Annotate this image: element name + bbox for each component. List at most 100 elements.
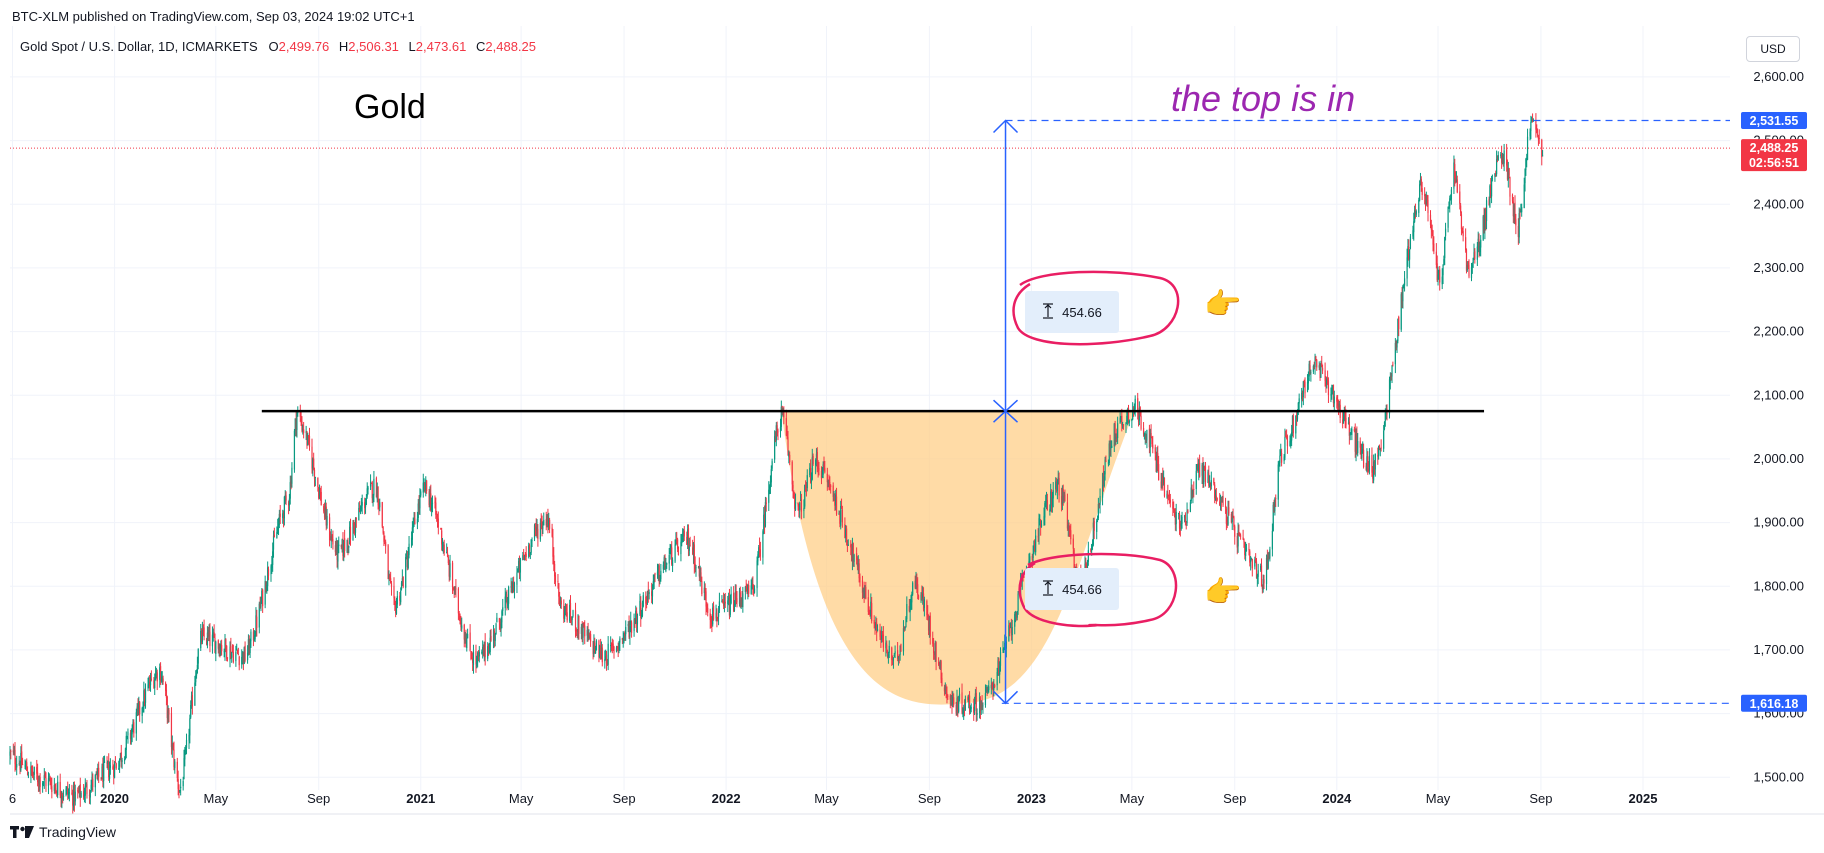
candle-body bbox=[1531, 118, 1534, 122]
candle-body bbox=[1046, 499, 1048, 511]
candle-body bbox=[741, 599, 743, 606]
candle-body bbox=[282, 513, 284, 519]
candle-body bbox=[1181, 516, 1183, 524]
candle-body bbox=[1314, 356, 1316, 368]
candle-body bbox=[578, 615, 580, 634]
candle-body bbox=[26, 762, 28, 771]
candle-body bbox=[1142, 427, 1145, 435]
candle-body bbox=[194, 682, 196, 706]
candle-body bbox=[1495, 158, 1498, 175]
currency-button[interactable]: USD bbox=[1746, 36, 1800, 62]
candle-body bbox=[44, 773, 46, 779]
candle-body bbox=[50, 779, 52, 787]
candle-body bbox=[1511, 194, 1514, 202]
candle-body bbox=[830, 485, 832, 487]
candle-body bbox=[1309, 365, 1311, 375]
candle-body bbox=[1541, 139, 1543, 158]
candle-body bbox=[97, 767, 99, 775]
candle-body bbox=[101, 766, 103, 780]
candle-body bbox=[49, 778, 51, 780]
candle-body bbox=[750, 585, 752, 594]
candle-body bbox=[1389, 376, 1391, 382]
candle-body bbox=[360, 506, 362, 510]
candle-body bbox=[1237, 530, 1239, 547]
candle-body bbox=[142, 708, 144, 710]
candle-body bbox=[125, 736, 127, 750]
candle-body bbox=[1372, 474, 1374, 479]
bottom-level-price-tag-text: 1,616.18 bbox=[1750, 697, 1799, 711]
candle-body bbox=[871, 603, 873, 622]
candle-body bbox=[1476, 246, 1478, 260]
time-tick-label: 2024 bbox=[1322, 791, 1352, 806]
candle-body bbox=[84, 785, 86, 796]
candle-body bbox=[190, 695, 193, 705]
candle-body bbox=[83, 794, 86, 797]
tradingview-footer[interactable]: TradingView bbox=[10, 824, 116, 840]
tradingview-brand: TradingView bbox=[39, 824, 117, 840]
candle-body bbox=[147, 684, 149, 689]
candle-body bbox=[687, 529, 689, 545]
candle-body bbox=[1179, 527, 1181, 529]
candle-body bbox=[90, 784, 92, 792]
measure-label-upper[interactable]: 454.66 bbox=[1025, 291, 1119, 333]
candle-body bbox=[1199, 462, 1201, 477]
candle-body bbox=[1203, 466, 1205, 484]
candle-body bbox=[220, 645, 222, 655]
candle-body bbox=[348, 545, 350, 548]
candle-body bbox=[176, 761, 178, 779]
candle-body bbox=[336, 541, 338, 560]
candle-body bbox=[65, 788, 67, 796]
candle-body bbox=[213, 632, 215, 638]
candle-body bbox=[272, 551, 274, 565]
candle-body bbox=[1111, 445, 1113, 448]
candle-body bbox=[308, 436, 311, 447]
candle-body bbox=[1099, 495, 1101, 505]
candle-body bbox=[271, 563, 273, 569]
candle-body bbox=[851, 542, 854, 562]
candle-body bbox=[698, 565, 700, 577]
candle-body bbox=[449, 563, 451, 578]
candle-body bbox=[997, 660, 999, 674]
candle-body bbox=[700, 572, 702, 582]
candle-body bbox=[1256, 574, 1258, 579]
candle-body bbox=[57, 781, 59, 796]
candle-body bbox=[654, 572, 656, 576]
candle-body bbox=[874, 624, 876, 628]
candle-body bbox=[799, 499, 802, 502]
candle-body bbox=[1377, 455, 1379, 457]
candle-body bbox=[1538, 137, 1540, 139]
candle-body bbox=[1332, 384, 1335, 404]
candle-body bbox=[161, 676, 163, 681]
candle-body bbox=[1263, 579, 1265, 584]
candle-body bbox=[893, 654, 895, 657]
close-key: C bbox=[476, 39, 486, 54]
measure-label-lower[interactable]: 454.66 bbox=[1025, 568, 1119, 610]
candle-body bbox=[1221, 496, 1223, 502]
candle-body bbox=[1058, 478, 1060, 496]
candle-body bbox=[42, 783, 44, 786]
candle-body bbox=[177, 778, 179, 789]
candle-body bbox=[74, 791, 76, 802]
candle-body bbox=[715, 612, 717, 619]
candle-body bbox=[77, 791, 80, 793]
candle-body bbox=[1092, 522, 1094, 545]
candle-body bbox=[424, 482, 426, 491]
candle-body bbox=[436, 515, 438, 517]
candle-body bbox=[1495, 172, 1497, 175]
candle-body bbox=[1251, 559, 1253, 569]
measure-icon bbox=[1042, 579, 1054, 599]
candle-body bbox=[21, 764, 24, 766]
candle-body bbox=[376, 488, 378, 500]
candle-body bbox=[1412, 230, 1414, 237]
candle-body bbox=[1425, 195, 1427, 204]
candle-body bbox=[519, 558, 521, 573]
candle-body bbox=[572, 610, 574, 616]
candle-body bbox=[1049, 509, 1051, 512]
candle-body bbox=[422, 482, 424, 493]
candle-body bbox=[359, 508, 361, 513]
candle-body bbox=[1500, 154, 1502, 157]
candle-body bbox=[1151, 437, 1153, 445]
candle-body bbox=[635, 611, 638, 624]
candle-body bbox=[853, 554, 855, 562]
